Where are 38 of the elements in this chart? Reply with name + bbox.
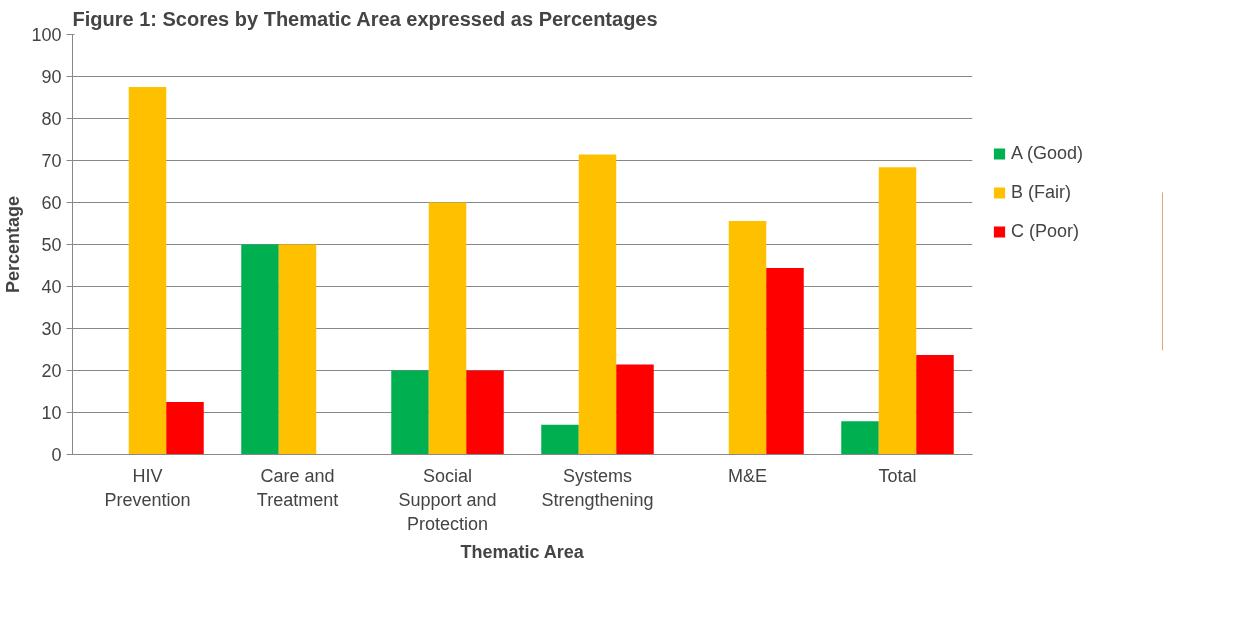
x-tick-label: Care and Treatment (256, 465, 339, 510)
y-tick-label: 20 (41, 361, 62, 381)
y-tick-label: 70 (41, 151, 62, 171)
bar (428, 202, 467, 455)
bar (241, 244, 279, 455)
y-tick-label: 0 (51, 445, 62, 465)
y-tick-label: 90 (41, 67, 62, 87)
bar (128, 87, 167, 455)
legend-label: A (Good) (1011, 142, 1084, 164)
x-tick-label: M&E (728, 465, 768, 486)
chart-title: Figure 1: Scores by Thematic Area expressed as Percentages (72, 7, 658, 30)
bar (578, 154, 617, 455)
bar (541, 424, 579, 455)
y-tick-label: 40 (41, 277, 62, 297)
bar (728, 220, 767, 455)
bar (916, 354, 954, 455)
bar (616, 364, 654, 455)
legend-label: B (Fair) (1011, 181, 1071, 203)
x-tick-label: Systems Strengthening (541, 465, 654, 510)
x-tick-label: Total (878, 465, 917, 486)
x-tick-label: HIV Prevention (104, 465, 191, 510)
y-tick-label: 80 (41, 109, 62, 129)
y-tick-label: 100 (31, 25, 62, 45)
y-tick-label: 60 (41, 193, 62, 213)
bar (466, 370, 504, 455)
x-axis-title: Thematic Area (460, 541, 585, 562)
x-tick-label: Social Support and Protection (398, 465, 497, 534)
bar (278, 244, 317, 455)
y-tick-label: 30 (41, 319, 62, 339)
y-tick-label: 50 (41, 235, 62, 255)
y-tick-label: 10 (41, 403, 62, 423)
bar (166, 402, 204, 455)
bar (766, 268, 804, 455)
legend-label: C (Poor) (1011, 220, 1080, 242)
y-axis-title: Percentage (3, 195, 24, 294)
bar (391, 370, 429, 455)
bar (841, 421, 879, 455)
bar (878, 167, 917, 455)
